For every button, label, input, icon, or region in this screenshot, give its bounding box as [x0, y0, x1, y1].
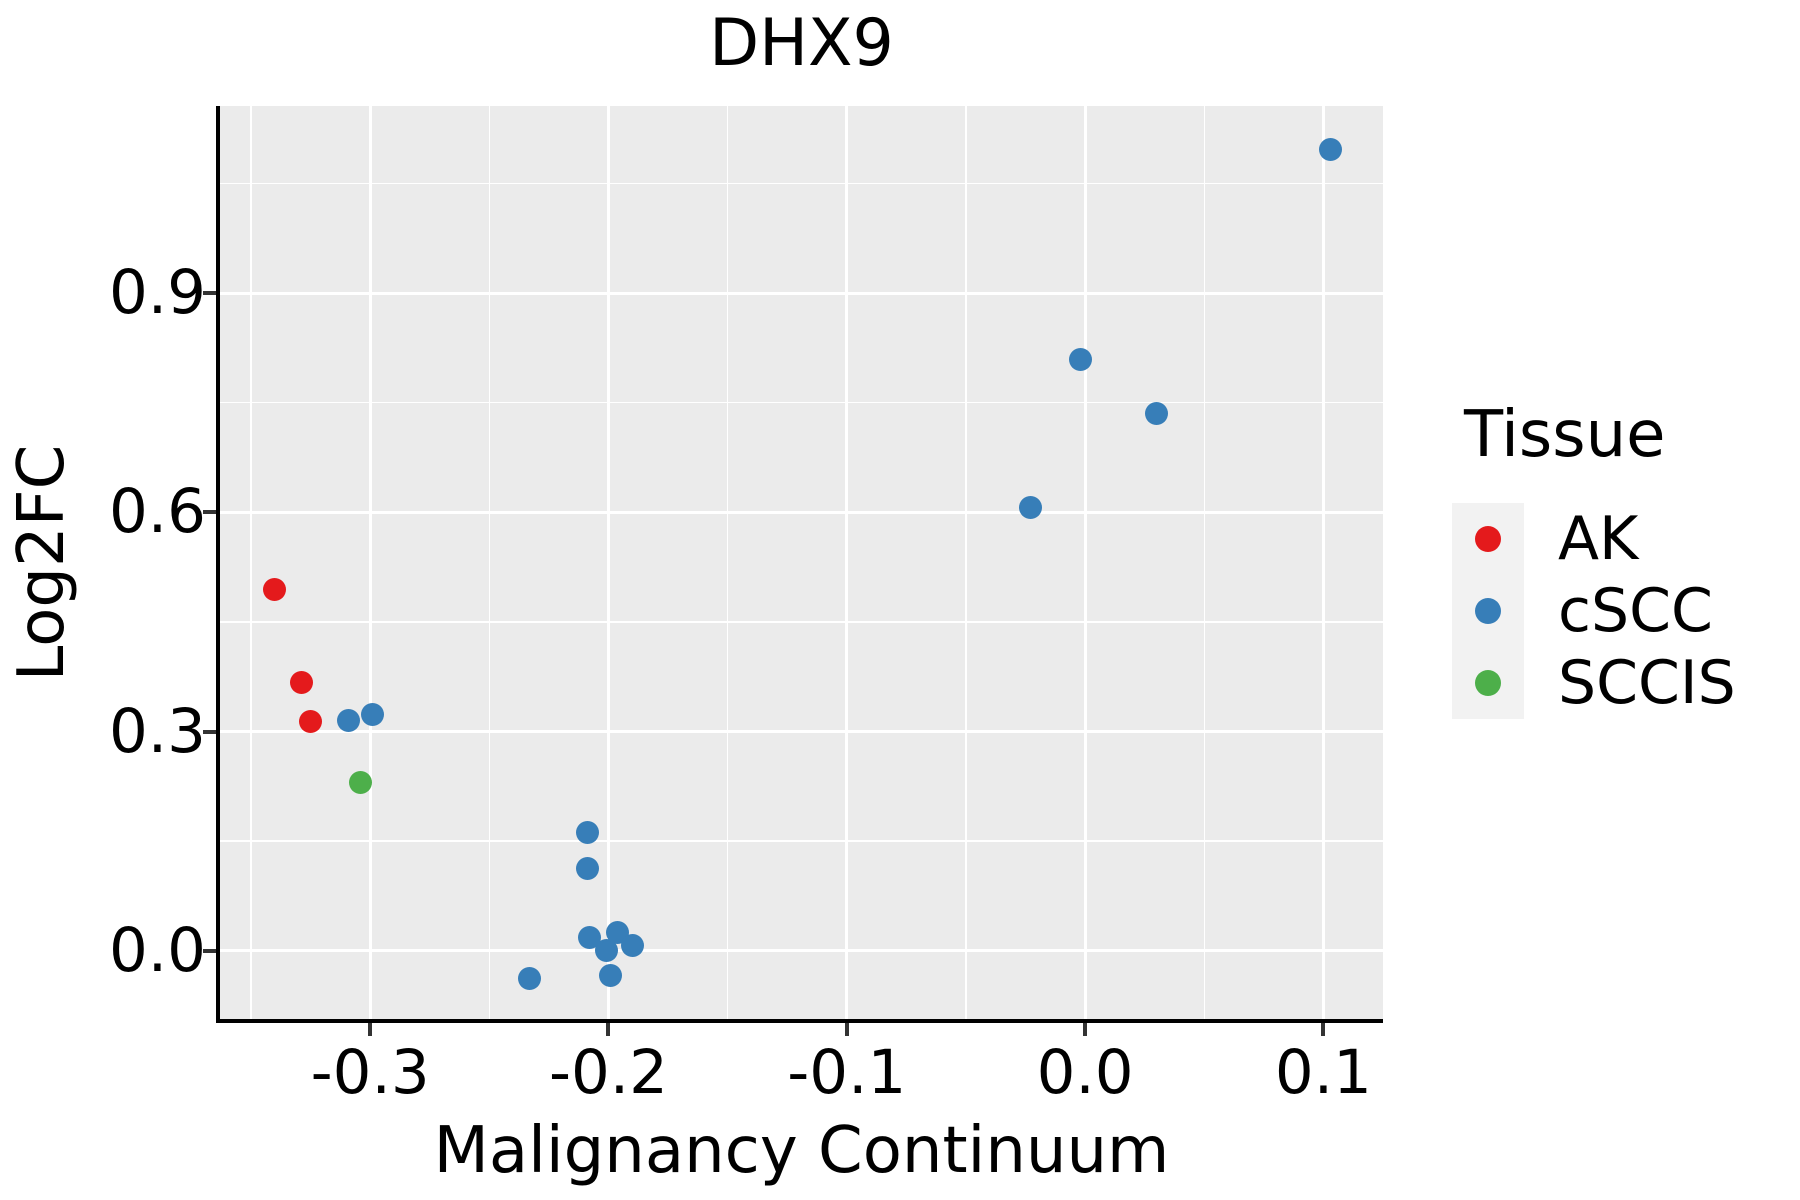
legend-title: Tissue [1464, 398, 1666, 472]
y-tick-label: 0.6 [108, 476, 206, 548]
data-point-cscc [1319, 138, 1343, 162]
y-major-gridline [220, 949, 1383, 953]
cscc-legend-dot-icon [1475, 598, 1501, 624]
y-major-gridline [220, 291, 1383, 295]
data-point-cscc [337, 709, 361, 733]
legend-entry-sccis: SCCIS [1452, 647, 1800, 719]
x-axis-line [216, 1019, 1383, 1023]
data-point-cscc [1018, 496, 1042, 520]
data-point-cscc [361, 703, 385, 727]
y-tick [203, 291, 216, 296]
y-minor-gridline [220, 401, 1383, 404]
x-major-gridline [606, 106, 610, 1021]
x-tick-label: -0.3 [310, 1037, 430, 1108]
x-major-gridline [845, 106, 849, 1021]
x-major-gridline [1083, 106, 1087, 1021]
data-point-ak [299, 709, 323, 733]
x-tick [1083, 1023, 1088, 1036]
data-point-cscc [599, 964, 623, 988]
data-point-cscc [620, 934, 644, 958]
y-axis-title: Log2FC [5, 444, 79, 682]
data-point-cscc [1068, 348, 1092, 372]
y-minor-gridline [220, 621, 1383, 623]
x-tick-label: -0.1 [787, 1037, 907, 1108]
plot-title: DHX9 [709, 6, 894, 81]
y-minor-gridline [220, 182, 1383, 185]
data-point-sccis [349, 771, 373, 795]
data-point-ak [289, 671, 313, 695]
data-point-ak [263, 577, 287, 601]
x-tick [606, 1023, 611, 1036]
x-tick-label: 0.0 [1036, 1037, 1134, 1108]
x-tick-label: -0.2 [548, 1037, 668, 1108]
data-point-cscc [575, 856, 599, 880]
x-tick [844, 1023, 849, 1036]
y-tick [203, 948, 216, 953]
y-major-gridline [220, 730, 1383, 734]
x-minor-gridline [488, 106, 491, 1021]
data-point-cscc [575, 820, 599, 844]
legend-key [1452, 575, 1524, 647]
x-axis-title: Malignancy Continuum [433, 1114, 1170, 1188]
y-minor-gridline [220, 840, 1383, 842]
y-major-gridline [220, 510, 1383, 514]
x-minor-gridline [1203, 106, 1205, 1021]
data-point-cscc [518, 967, 542, 991]
legend-label: SCCIS [1558, 648, 1736, 718]
y-tick-label: 0.3 [108, 695, 206, 767]
legend-key [1452, 647, 1524, 719]
sccis-legend-dot-icon [1475, 670, 1501, 696]
x-minor-gridline [726, 106, 729, 1021]
x-minor-gridline [965, 106, 967, 1021]
data-point-cscc [1145, 402, 1169, 426]
data-point-cscc [577, 926, 601, 950]
y-tick-label: 0.9 [108, 257, 206, 329]
legend-key [1452, 503, 1524, 575]
x-major-gridline [1321, 106, 1325, 1021]
x-tick [1321, 1023, 1326, 1036]
legend-entry-cscc: cSCC [1452, 575, 1800, 647]
x-minor-gridline [250, 106, 252, 1021]
data-point-cscc [594, 939, 618, 963]
ak-legend-dot-icon [1475, 526, 1501, 552]
legend-label: cSCC [1558, 576, 1713, 646]
y-tick [203, 510, 216, 515]
plot-panel [220, 106, 1383, 1021]
x-tick [368, 1023, 373, 1036]
x-major-gridline [368, 106, 372, 1021]
y-tick [203, 729, 216, 734]
y-tick-label: 0.0 [108, 914, 206, 986]
legend-entry-ak: AK [1452, 503, 1800, 575]
legend-label: AK [1558, 504, 1639, 574]
y-axis-line [216, 106, 220, 1023]
x-tick-label: 0.1 [1274, 1037, 1372, 1108]
